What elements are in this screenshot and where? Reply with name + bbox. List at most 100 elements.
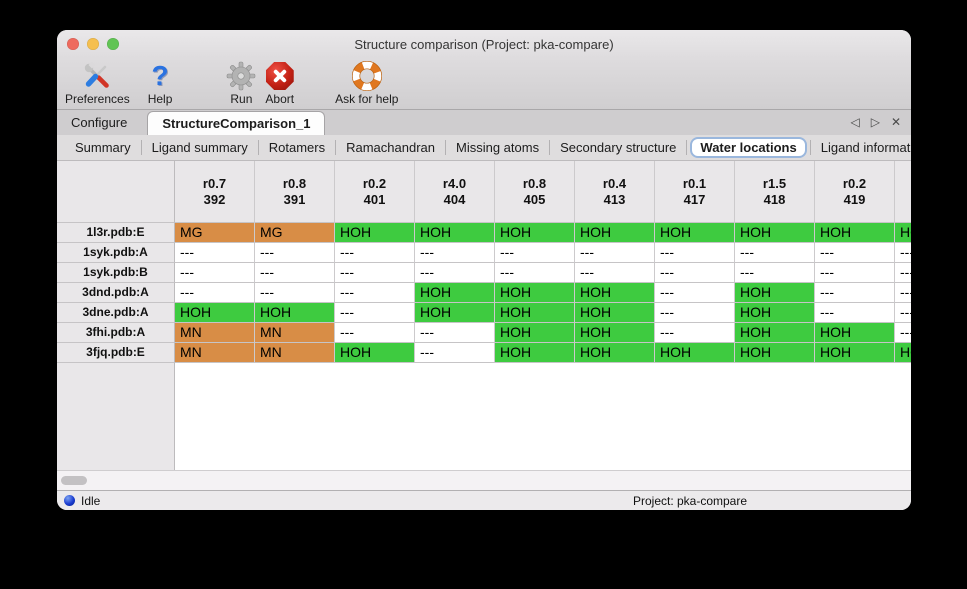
table-cell[interactable]: HOH	[575, 223, 655, 243]
zoom-button[interactable]	[107, 38, 119, 50]
table-cell[interactable]: ---	[415, 243, 495, 263]
table-cell[interactable]: ---	[335, 323, 415, 343]
table-cell[interactable]: MN	[175, 343, 255, 363]
table-cell[interactable]: ---	[815, 263, 895, 283]
table-cell[interactable]: ---	[655, 303, 735, 323]
row-label[interactable]: 1syk.pdb:B	[57, 263, 175, 283]
table-cell[interactable]: HOH	[575, 323, 655, 343]
table-cell[interactable]: ---	[895, 323, 911, 343]
table-cell[interactable]: HOH	[735, 283, 815, 303]
table-cell[interactable]: ---	[255, 263, 335, 283]
table-cell[interactable]: ---	[335, 283, 415, 303]
table-cell[interactable]: ---	[895, 303, 911, 323]
table-cell[interactable]: ---	[815, 283, 895, 303]
table-cell[interactable]: ---	[255, 243, 335, 263]
table-cell[interactable]: ---	[815, 303, 895, 323]
row-label[interactable]: 1l3r.pdb:E	[57, 223, 175, 243]
table-cell[interactable]: ---	[735, 263, 815, 283]
table-cell[interactable]: MN	[175, 323, 255, 343]
table-cell[interactable]: HOH	[815, 343, 895, 363]
preferences-button[interactable]: Preferences	[65, 58, 130, 106]
table-cell[interactable]: ---	[655, 323, 735, 343]
subtab-ligand-information[interactable]: Ligand information	[820, 140, 911, 155]
table-cell[interactable]: ---	[895, 243, 911, 263]
table-cell[interactable]: HOH	[895, 223, 911, 243]
table-cell[interactable]: HOH	[735, 303, 815, 323]
table-cell[interactable]: HOH	[815, 323, 895, 343]
table-cell[interactable]: HOH	[895, 343, 911, 363]
tab-configure[interactable]: Configure	[71, 115, 128, 130]
subtab-missing-atoms[interactable]: Missing atoms	[455, 140, 540, 155]
table-cell[interactable]: HOH	[655, 223, 735, 243]
table-cell[interactable]: ---	[335, 263, 415, 283]
table-cell[interactable]: ---	[335, 303, 415, 323]
row-label[interactable]: 3fhi.pdb:A	[57, 323, 175, 343]
table-cell[interactable]: ---	[655, 263, 735, 283]
table-cell[interactable]: HOH	[575, 343, 655, 363]
table-cell[interactable]: ---	[175, 263, 255, 283]
table-cell[interactable]: HOH	[735, 343, 815, 363]
table-cell[interactable]: ---	[895, 283, 911, 303]
table-cell[interactable]: MG	[175, 223, 255, 243]
table-cell[interactable]: HOH	[815, 223, 895, 243]
table-cell[interactable]: HOH	[335, 223, 415, 243]
scrollbar-thumb[interactable]	[61, 476, 87, 485]
minimize-button[interactable]	[87, 38, 99, 50]
table-cell[interactable]: HOH	[735, 223, 815, 243]
table-cell[interactable]: HOH	[415, 223, 495, 243]
table-cell[interactable]: ---	[255, 283, 335, 303]
table-cell[interactable]: ---	[415, 263, 495, 283]
table-cell[interactable]: MN	[255, 343, 335, 363]
table-cell[interactable]: ---	[655, 243, 735, 263]
table-cell[interactable]: HOH	[575, 283, 655, 303]
subtab-rotamers[interactable]: Rotamers	[268, 140, 326, 155]
table-cell[interactable]: ---	[815, 243, 895, 263]
table-cell[interactable]: HOH	[415, 283, 495, 303]
table-cell[interactable]: ---	[495, 243, 575, 263]
table-cell[interactable]: ---	[575, 263, 655, 283]
table-cell[interactable]: ---	[415, 343, 495, 363]
table-cell[interactable]: ---	[575, 243, 655, 263]
tab-close-icon[interactable]: ✕	[890, 115, 901, 129]
subtab-ramachandran[interactable]: Ramachandran	[346, 140, 435, 155]
tab-scroll-right-icon[interactable]: ▷	[870, 115, 880, 129]
tab-scroll-left-icon[interactable]: ◁	[850, 115, 860, 129]
table-cell[interactable]: MG	[255, 223, 335, 243]
ask-for-help-button[interactable]: Ask for help	[335, 58, 398, 106]
run-button[interactable]: Run	[226, 58, 256, 106]
table-cell[interactable]: HOH	[655, 343, 735, 363]
table-cell[interactable]: HOH	[575, 303, 655, 323]
table-cell[interactable]: HOH	[175, 303, 255, 323]
table-cell[interactable]: ---	[655, 283, 735, 303]
table-cell[interactable]: ---	[495, 263, 575, 283]
table-cell[interactable]: HOH	[495, 343, 575, 363]
table-cell[interactable]: ---	[175, 283, 255, 303]
row-label[interactable]: 3fjq.pdb:E	[57, 343, 175, 363]
subtab-ligand-summary[interactable]: Ligand summary	[151, 140, 248, 155]
subtab-secondary-structure[interactable]: Secondary structure	[560, 140, 677, 155]
table-cell[interactable]: ---	[415, 323, 495, 343]
table-cell[interactable]: HOH	[495, 283, 575, 303]
table-cell[interactable]: HOH	[495, 303, 575, 323]
abort-button[interactable]: Abort	[265, 58, 294, 106]
table-cell[interactable]: ---	[175, 243, 255, 263]
table-cell[interactable]: HOH	[335, 343, 415, 363]
table-cell[interactable]: HOH	[495, 223, 575, 243]
table-cell[interactable]: HOH	[495, 323, 575, 343]
subtab-summary[interactable]: Summary	[75, 140, 131, 155]
row-label[interactable]: 1syk.pdb:A	[57, 243, 175, 263]
row-label[interactable]: 3dne.pdb:A	[57, 303, 175, 323]
row-label[interactable]: 3dnd.pdb:A	[57, 283, 175, 303]
table-cell[interactable]: ---	[335, 243, 415, 263]
table-cell[interactable]: MN	[255, 323, 335, 343]
horizontal-scrollbar[interactable]	[57, 470, 911, 490]
table-cell[interactable]: HOH	[255, 303, 335, 323]
table-cell[interactable]: ---	[895, 263, 911, 283]
tab-structurecomparison-1[interactable]: StructureComparison_1	[147, 111, 326, 135]
subtab-water-locations[interactable]: Water locations	[690, 137, 807, 158]
table-cell[interactable]: HOH	[735, 323, 815, 343]
help-button[interactable]: ? Help	[148, 58, 173, 107]
table-cell[interactable]: HOH	[415, 303, 495, 323]
close-button[interactable]	[67, 38, 79, 50]
table-cell[interactable]: ---	[735, 243, 815, 263]
